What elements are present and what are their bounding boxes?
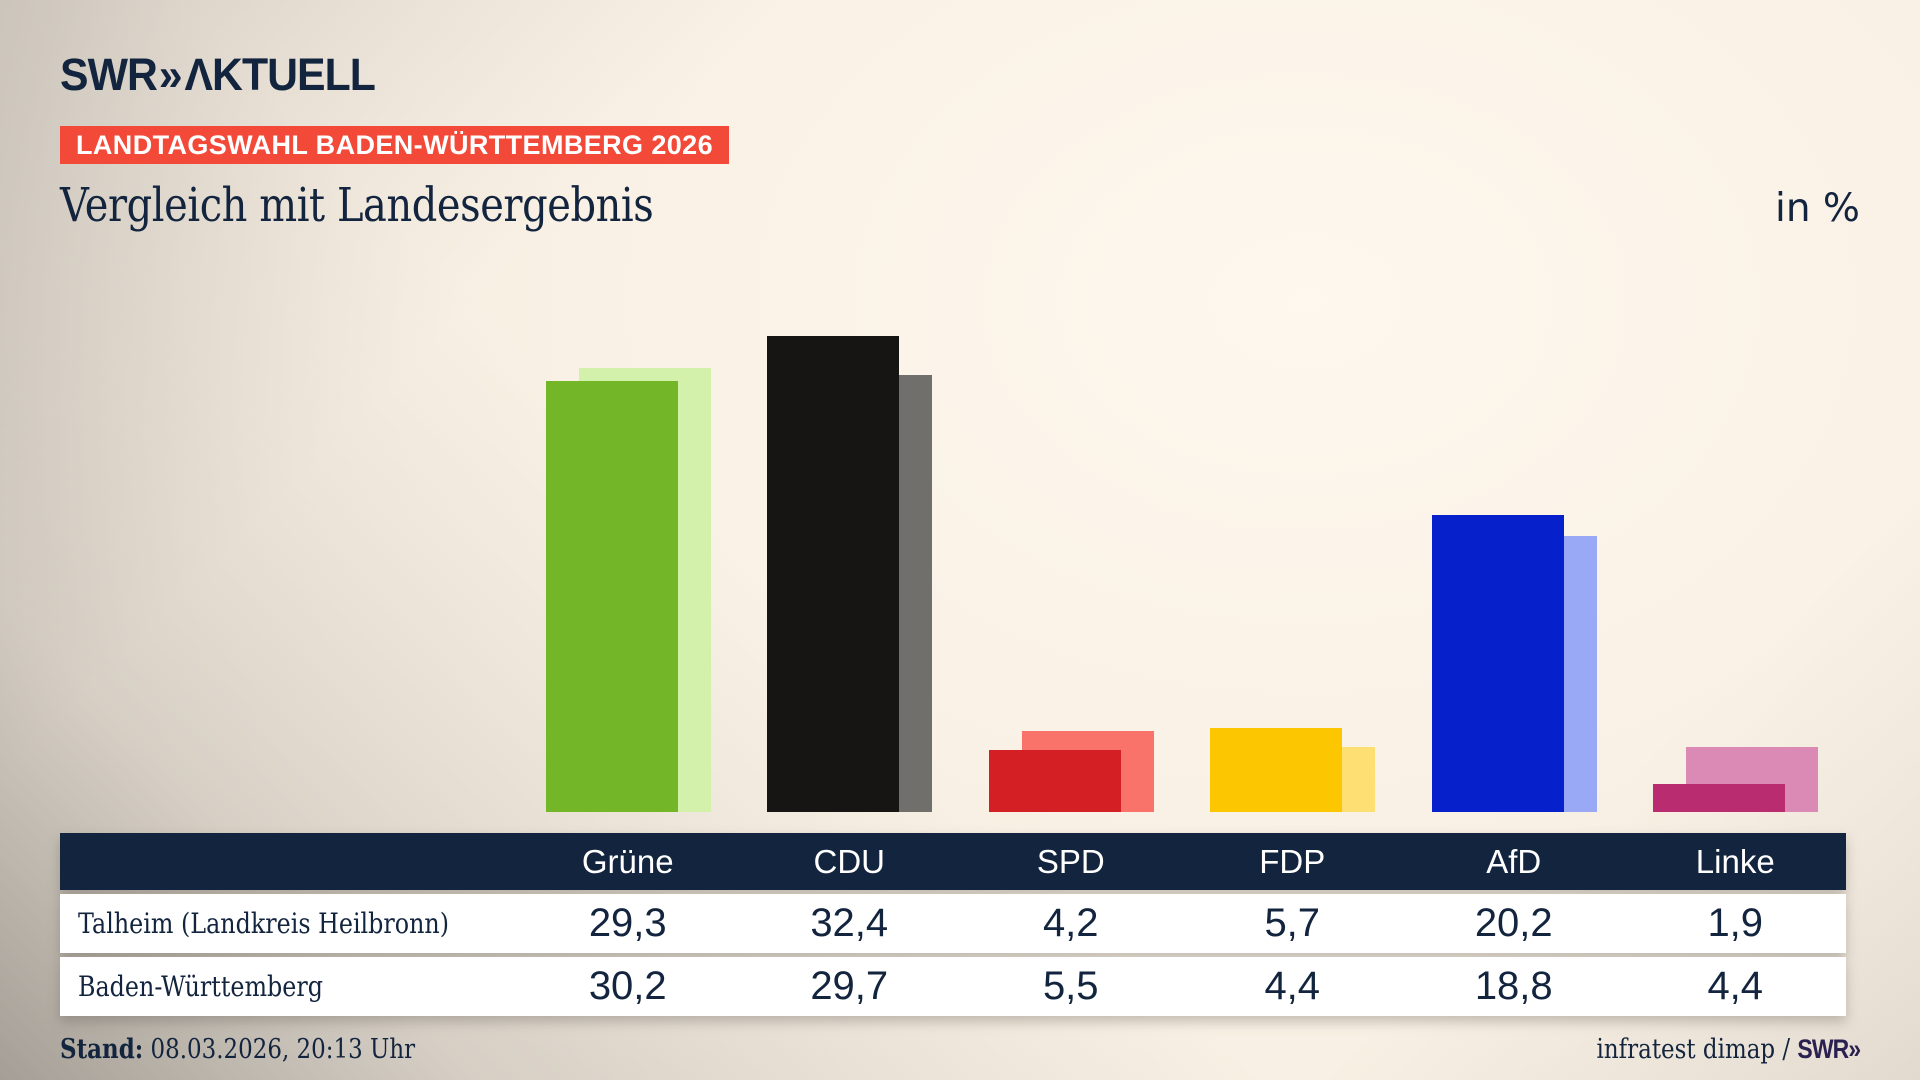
bar-chart xyxy=(545,335,1818,812)
party-header-fdp: FDP xyxy=(1259,843,1326,880)
value-cell-gr-ne: 29,3 xyxy=(588,901,667,945)
value-cell-cdu: 29,7 xyxy=(810,964,889,1008)
swr-aktuell-logo: SWR» ΛKTUELL xyxy=(60,49,376,100)
bar-gr-ne-municipality xyxy=(545,381,678,812)
value-cell-afd: 18,8 xyxy=(1474,964,1553,1008)
source-text: infratest dimap / xyxy=(1596,1034,1798,1065)
stand-timestamp: Stand: 08.03.2026, 20:13 Uhr xyxy=(60,1034,478,1065)
bar-spd-municipality xyxy=(988,750,1121,812)
value-cell-gr-ne: 30,2 xyxy=(588,964,667,1008)
party-header-spd: SPD xyxy=(1036,843,1105,880)
bar-linke-municipality xyxy=(1653,784,1785,812)
party-header-cdu: CDU xyxy=(813,843,886,880)
chart-title: Vergleich mit Landesergebnis xyxy=(60,178,654,233)
results-table: Grüne CDU SPD FDP AfD Linke Talheim (Landkrei… xyxy=(60,833,1846,1016)
value-cell-linke: 4,4 xyxy=(1707,964,1764,1008)
stand-label: Stand: xyxy=(60,1034,144,1065)
party-header-linke: Linke xyxy=(1695,843,1775,880)
source-swr-logo: SWR» xyxy=(1797,1034,1861,1064)
value-cell-cdu: 32,4 xyxy=(810,901,889,945)
election-badge: LANDTAGSWAHL BADEN-WÜRTTEMBERG 2026 xyxy=(60,126,730,164)
stand-value: 08.03.2026, 20:13 Uhr xyxy=(143,1034,416,1065)
table-header-row: Grüne CDU SPD FDP AfD Linke xyxy=(60,833,1846,890)
row-label: Baden-Württemberg xyxy=(78,970,323,1003)
unit-label: in % xyxy=(1774,186,1860,231)
value-cell-fdp: 4,4 xyxy=(1264,964,1321,1008)
title-row: Vergleich mit Landesergebnis in % xyxy=(60,178,1860,233)
value-cell-afd: 20,2 xyxy=(1474,901,1553,945)
value-cell-linke: 1,9 xyxy=(1707,901,1764,945)
logo-brand-text: SWR xyxy=(60,49,158,100)
value-cell-spd: 4,2 xyxy=(1042,901,1099,945)
table-row-state: Baden-Württemberg 30,2 29,7 5,5 4,4 18,8 4,4 xyxy=(60,957,1846,1016)
party-header-afd: AfD xyxy=(1486,843,1542,880)
bar-cdu-municipality xyxy=(767,335,899,812)
logo-suffix-text: ΛKTUELL xyxy=(184,49,375,100)
value-cell-spd: 5,5 xyxy=(1042,964,1099,1008)
value-cell-fdp: 5,7 xyxy=(1264,901,1321,945)
source-credit: infratest dimap / SWR» xyxy=(1550,1034,1861,1065)
table-row-municipality: Talheim (Landkreis Heilbronn) 29,3 32,4 4,2… xyxy=(60,894,1846,953)
row-label: Talheim (Landkreis Heilbronn) xyxy=(78,907,450,940)
bar-afd-municipality xyxy=(1431,515,1564,812)
party-header-gr-ne: Grüne xyxy=(581,843,674,880)
bar-fdp-municipality xyxy=(1210,728,1342,812)
chevron-icon: » xyxy=(158,49,183,100)
